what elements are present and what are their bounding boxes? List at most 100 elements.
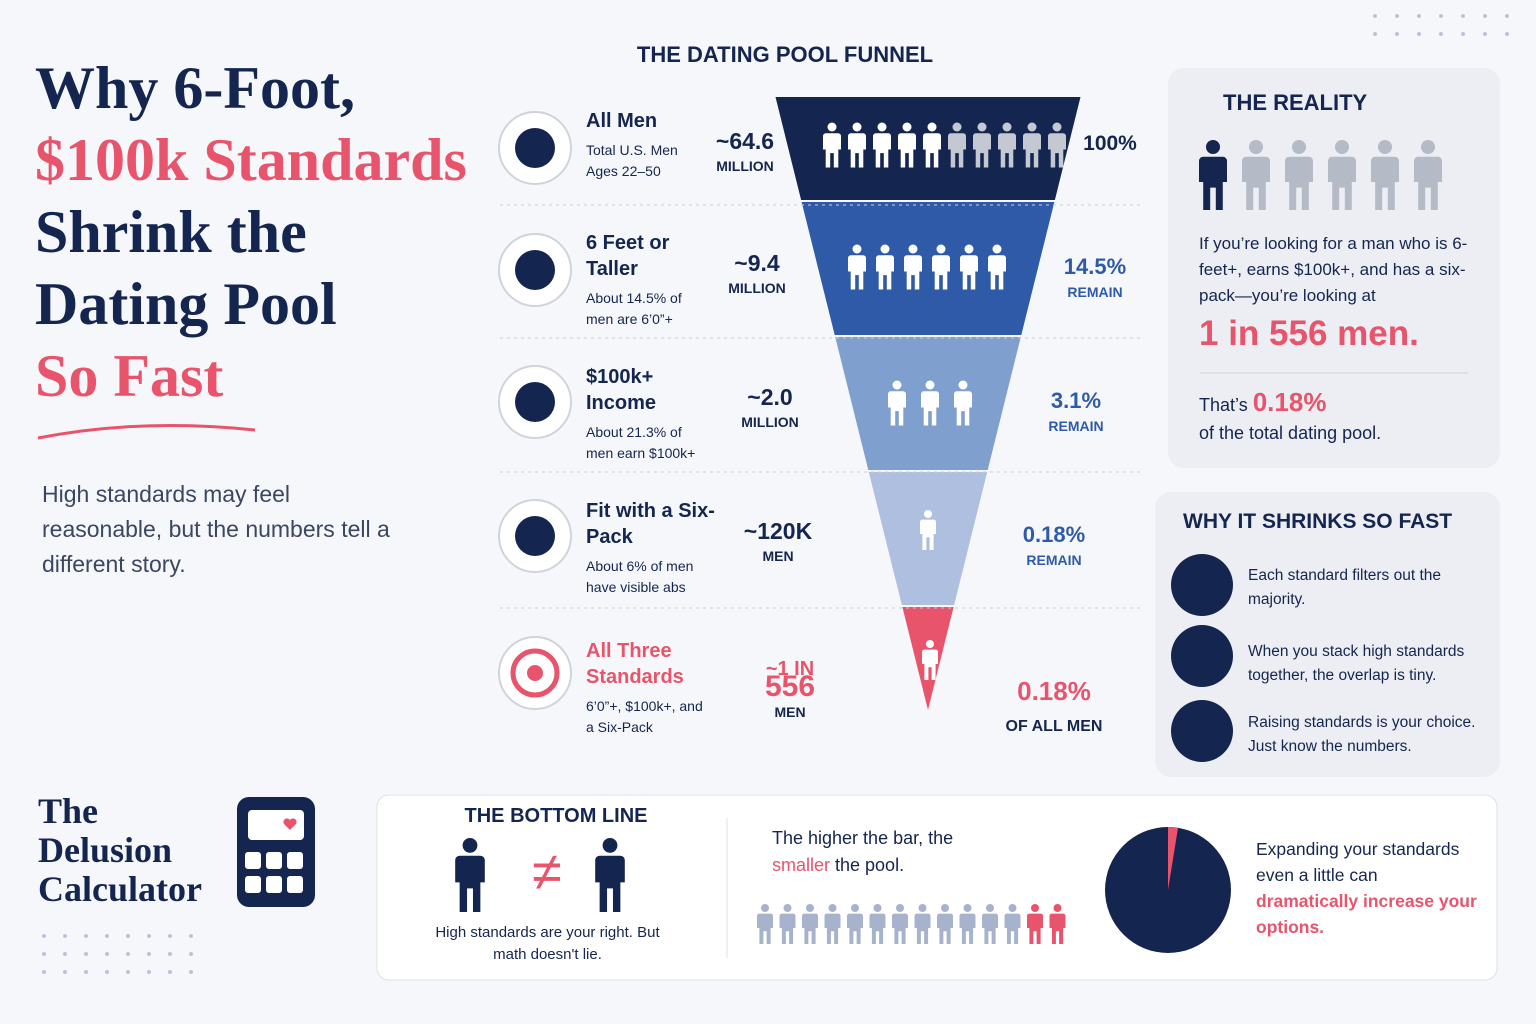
expand-text: Expanding your standards even a little c… (1256, 836, 1481, 940)
dot (189, 934, 193, 938)
calculator-key (266, 876, 282, 893)
why-item: Raising standards is your choice. Just k… (1248, 714, 1476, 755)
funnel-title: THE DATING POOL FUNNEL (636, 42, 934, 67)
reality-title: THE REALITY (1223, 90, 1368, 115)
dot (63, 970, 67, 974)
funnel-segment (868, 472, 988, 605)
text: the pool. (830, 855, 905, 875)
dot (147, 970, 151, 974)
title-line: Dating Pool (35, 271, 337, 337)
calculator-key (245, 852, 261, 869)
row-icon-inner (515, 382, 555, 422)
dot (168, 934, 172, 938)
dot (168, 970, 172, 974)
calculator-key (287, 876, 303, 893)
row-icon-inner (515, 516, 555, 556)
dot (1373, 32, 1377, 36)
row-note: 6’0”+, $100k+, and a Six-Pack (586, 698, 703, 735)
text: Expanding your standards even a little c… (1256, 839, 1460, 885)
row-unit: MEN (762, 548, 794, 564)
dot (42, 952, 46, 956)
dot (126, 970, 130, 974)
bar-text: The higher the bar, the smaller the pool… (772, 825, 972, 879)
reality-text: If you’re looking for a man who is 6-fee… (1199, 234, 1468, 305)
row-note: About 14.5% of men are 6’0”+ (586, 290, 682, 327)
row-unit: MILLION (741, 414, 799, 430)
dot (1505, 32, 1509, 36)
brand-line: The (38, 791, 99, 831)
underline (37, 424, 256, 440)
why-icon (1171, 554, 1233, 616)
row-note: Total U.S. Men Ages 22–50 (586, 142, 678, 179)
text: The higher the bar, the (772, 828, 954, 848)
dot (189, 952, 193, 956)
why-icon (1171, 625, 1233, 687)
row-count: ~120K (743, 518, 813, 544)
dot (1395, 14, 1399, 18)
row-percent-note: REMAIN (1048, 418, 1104, 434)
dot (126, 934, 130, 938)
not-equal: ≠ (532, 842, 562, 902)
bottom-card (376, 794, 1498, 981)
dot (189, 970, 193, 974)
dot (1417, 14, 1421, 18)
dot (63, 934, 67, 938)
dot (105, 952, 109, 956)
reality-share: That’s 0.18% of the total dating pool. (1199, 388, 1469, 447)
row-percent-note: REMAIN (1026, 552, 1082, 568)
row-unit: MILLION (728, 280, 786, 296)
funnel-segment (801, 202, 1055, 335)
row-count: ~2.0 (747, 384, 793, 410)
row-percent: 14.5% (1063, 254, 1127, 279)
dot (147, 952, 151, 956)
dot (1461, 32, 1465, 36)
row-count: ~64.6 (715, 128, 775, 154)
row-percent: 100% (1083, 132, 1137, 155)
row-percent: 3.1% (1050, 388, 1102, 413)
dot (1483, 32, 1487, 36)
text: dramatically increase your options. (1256, 891, 1477, 937)
title-line: Why 6-Foot, (35, 55, 355, 121)
dot (1461, 14, 1465, 18)
title-line: $100k Standards (35, 127, 467, 193)
brand-line: Delusion (38, 830, 173, 870)
dot (84, 970, 88, 974)
title: Why 6-Foot, $100k Standards Shrink the D… (35, 52, 467, 412)
subtitle: High standards may feel reasonable, but … (42, 481, 390, 577)
text: That’s (1199, 395, 1248, 415)
row-unit: MILLION (716, 158, 774, 174)
row-percent: 0.18% (1017, 676, 1091, 706)
row-label: All Men (586, 110, 658, 132)
why-title: WHY IT SHRINKS SO FAST (1183, 510, 1453, 533)
dot (42, 934, 46, 938)
dot (1439, 14, 1443, 18)
calculator-key (245, 876, 261, 893)
row-icon-inner (510, 648, 560, 698)
row-percent-note: OF ALL MEN (1005, 718, 1103, 735)
heart (283, 818, 297, 830)
dot (1483, 14, 1487, 18)
brand-line: Calculator (38, 869, 202, 909)
dot (63, 952, 67, 956)
dot (168, 952, 172, 956)
calculator-key (266, 852, 282, 869)
row-percent-note: REMAIN (1067, 284, 1123, 300)
row-icon-inner (527, 665, 543, 681)
row-icon-inner (515, 128, 555, 168)
title-line: Shrink the (35, 199, 307, 265)
title-line: So Fast (35, 343, 224, 409)
dot (42, 970, 46, 974)
row-unit: MEN (774, 704, 806, 720)
row-icon-inner (515, 250, 555, 290)
why-card (1155, 492, 1500, 777)
row-count: ~1 IN (765, 658, 815, 680)
row-label: Fit with a Six-Pack (586, 500, 715, 548)
dot (1439, 32, 1443, 36)
bottom-title: THE BOTTOM LINE (464, 805, 648, 827)
dot (105, 934, 109, 938)
dot (126, 952, 130, 956)
row-label: 6 Feet or Taller (586, 232, 670, 280)
row-label: All Three Standards (586, 640, 684, 688)
